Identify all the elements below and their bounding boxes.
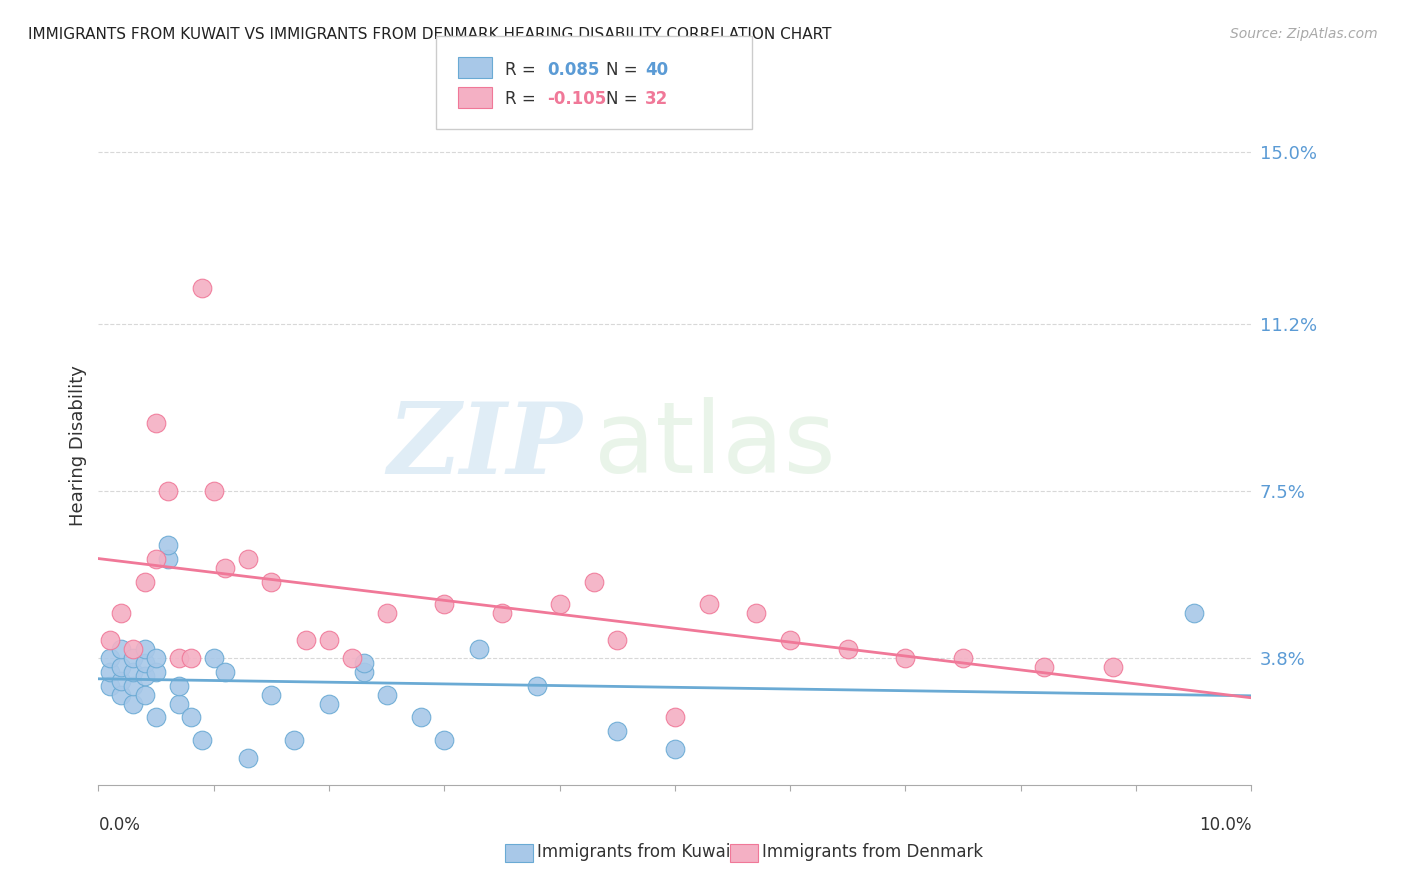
Point (134, 688, 156, 702)
Point (583, 574, 606, 589)
Point (110, 642, 132, 657)
Point (664, 741, 686, 756)
Point (145, 710, 167, 724)
Point (134, 574, 156, 589)
Point (1102, 660, 1125, 674)
Point (491, 606, 513, 620)
Point (548, 597, 571, 611)
Point (110, 688, 132, 702)
Point (110, 660, 132, 674)
Point (606, 633, 628, 648)
Point (238, 552, 260, 566)
Point (145, 552, 167, 566)
Point (664, 710, 686, 724)
Point (318, 697, 340, 711)
Point (202, 484, 225, 499)
Text: atlas: atlas (595, 398, 835, 494)
Text: Source: ZipAtlas.com: Source: ZipAtlas.com (1230, 27, 1378, 41)
Point (1032, 660, 1054, 674)
Point (260, 688, 283, 702)
Text: N =: N = (606, 90, 643, 108)
Point (122, 642, 145, 657)
Point (134, 642, 156, 657)
Point (526, 679, 548, 693)
Point (433, 597, 456, 611)
Point (167, 679, 190, 693)
Point (375, 688, 398, 702)
Point (214, 561, 236, 575)
Point (837, 642, 859, 657)
Y-axis label: Hearing Disability: Hearing Disability (69, 366, 87, 526)
Text: N =: N = (606, 61, 643, 78)
Point (318, 633, 340, 648)
Text: 32: 32 (645, 90, 669, 108)
Point (145, 665, 167, 679)
Point (191, 281, 214, 295)
Text: -0.105: -0.105 (547, 90, 606, 108)
Text: R =: R = (505, 61, 541, 78)
Text: Immigrants from Kuwait: Immigrants from Kuwait (537, 843, 737, 861)
Point (606, 723, 628, 738)
Point (145, 651, 167, 665)
Text: 10.0%: 10.0% (1199, 816, 1251, 834)
Point (1182, 606, 1205, 620)
Point (145, 417, 167, 431)
Point (214, 665, 236, 679)
Point (191, 732, 214, 747)
Point (98, 679, 121, 693)
Point (744, 606, 766, 620)
Point (283, 732, 305, 747)
Text: IMMIGRANTS FROM KUWAIT VS IMMIGRANTS FROM DENMARK HEARING DISABILITY CORRELATION: IMMIGRANTS FROM KUWAIT VS IMMIGRANTS FRO… (28, 27, 831, 42)
Point (156, 484, 179, 499)
Point (295, 633, 318, 648)
Point (340, 651, 363, 665)
Point (98, 651, 121, 665)
Point (260, 574, 283, 589)
Text: R =: R = (505, 90, 541, 108)
Point (134, 656, 156, 670)
Point (122, 679, 145, 693)
Point (375, 606, 398, 620)
Point (167, 697, 190, 711)
Point (779, 633, 801, 648)
Point (202, 651, 225, 665)
Point (167, 651, 190, 665)
Text: 0.085: 0.085 (547, 61, 599, 78)
Point (180, 710, 202, 724)
Point (156, 552, 179, 566)
Point (122, 665, 145, 679)
Point (353, 656, 375, 670)
Point (110, 673, 132, 688)
Point (110, 606, 132, 620)
Point (411, 710, 433, 724)
Point (952, 651, 974, 665)
Point (353, 665, 375, 679)
Point (468, 642, 491, 657)
Text: Immigrants from Denmark: Immigrants from Denmark (762, 843, 983, 861)
Point (433, 732, 456, 747)
Point (180, 651, 202, 665)
Point (98, 633, 121, 648)
Point (122, 697, 145, 711)
Text: ZIP: ZIP (388, 398, 582, 494)
Point (894, 651, 917, 665)
Point (699, 597, 721, 611)
Point (134, 669, 156, 683)
Text: 40: 40 (645, 61, 668, 78)
Point (238, 751, 260, 765)
Point (98, 665, 121, 679)
Text: 0.0%: 0.0% (98, 816, 141, 834)
Point (122, 651, 145, 665)
Point (156, 538, 179, 552)
